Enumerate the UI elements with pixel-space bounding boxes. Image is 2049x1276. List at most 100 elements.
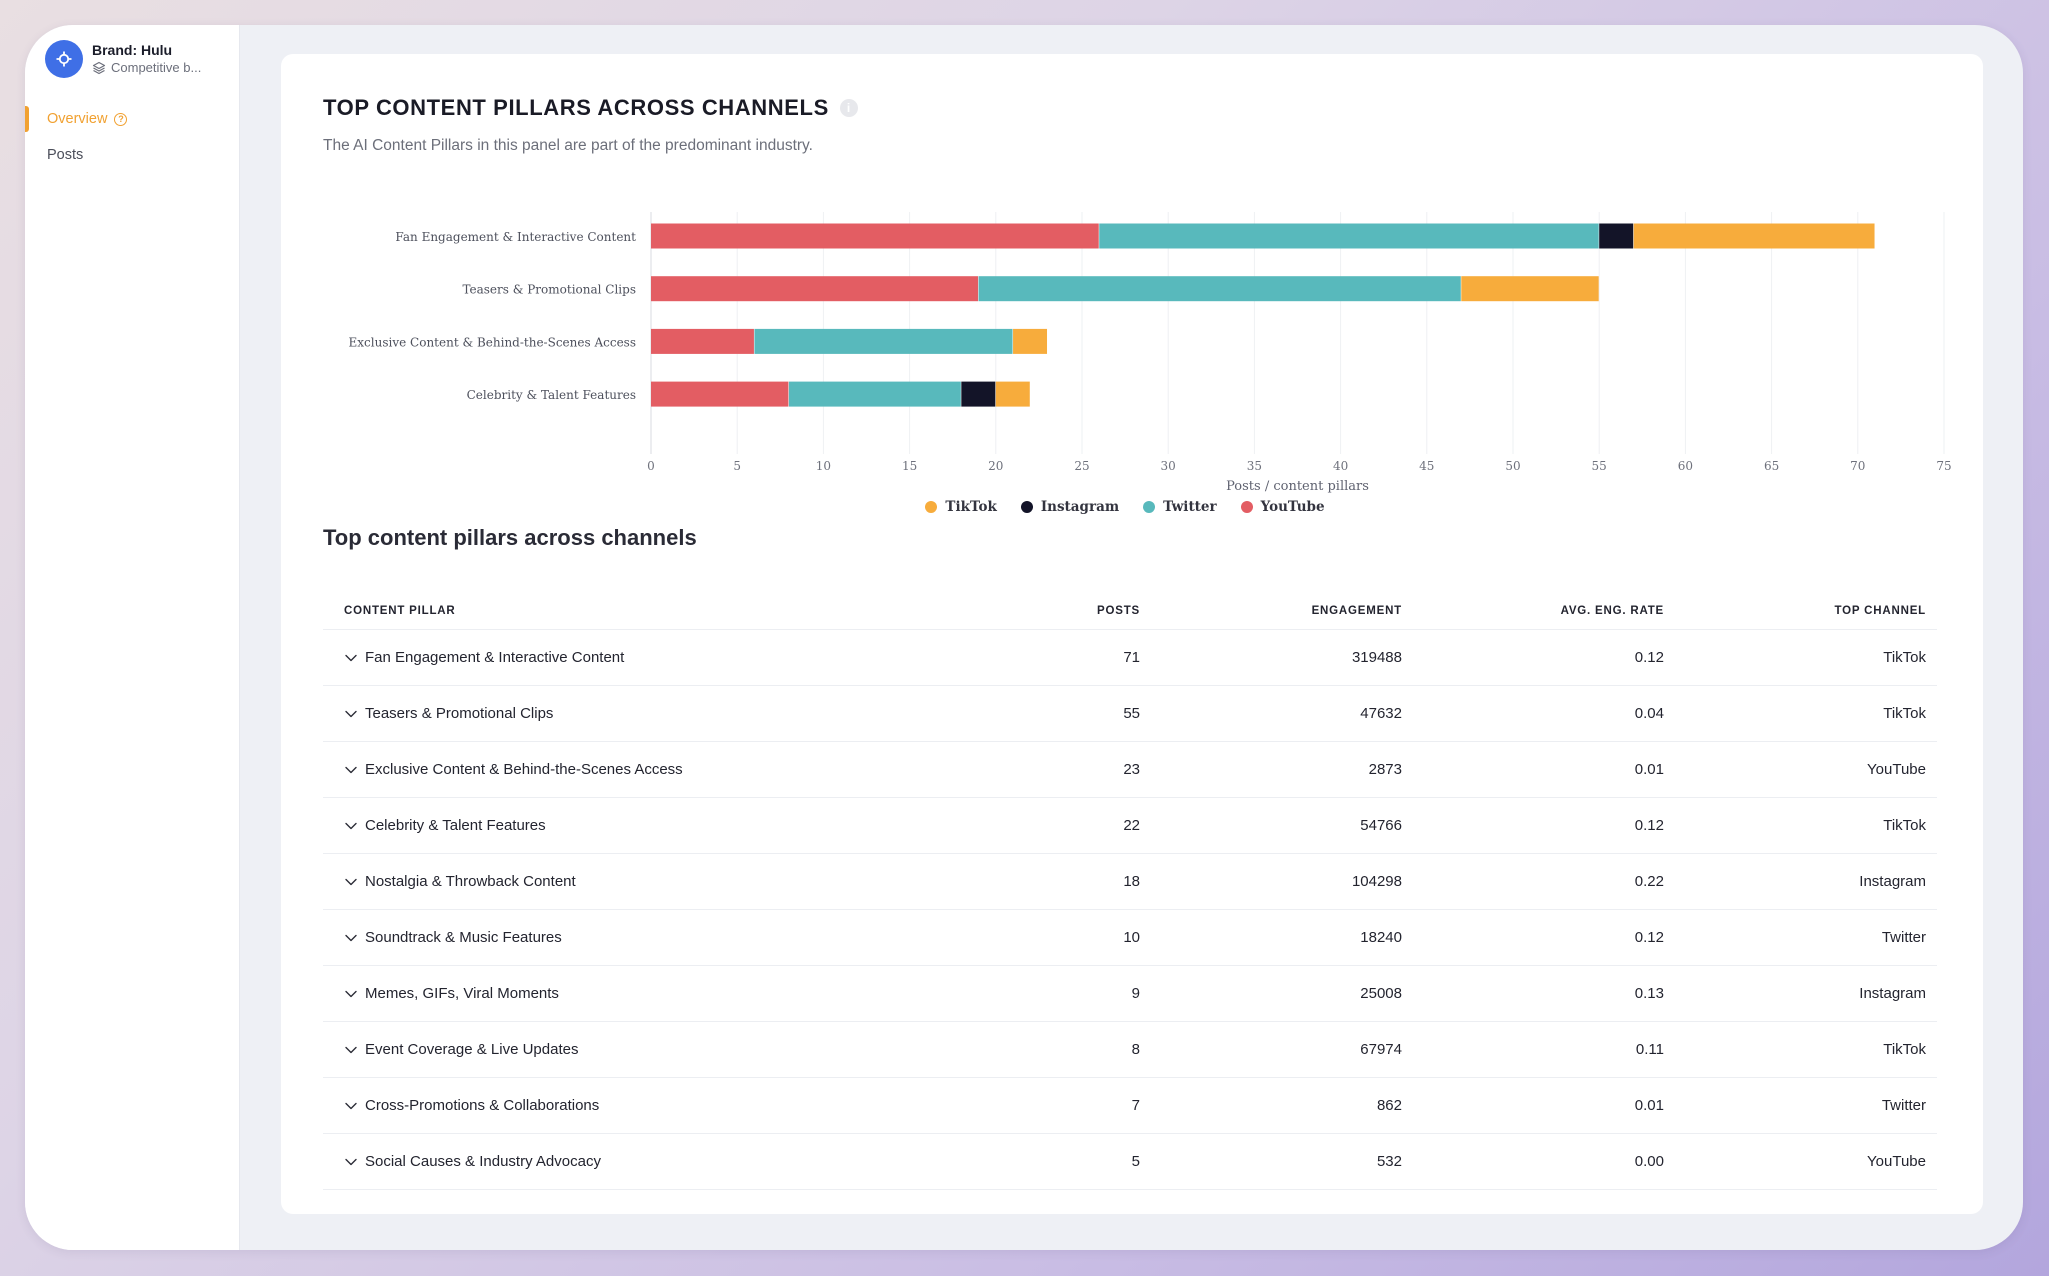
chevron-down-icon[interactable] xyxy=(344,819,358,833)
x-tick-label: 50 xyxy=(1505,459,1520,473)
active-indicator xyxy=(25,106,29,132)
chevron-down-icon[interactable] xyxy=(344,875,358,889)
brand-sub-label: Competitive b... xyxy=(111,60,202,75)
chart-legend: TikTok Instagram Twitter YouTube xyxy=(281,499,1983,515)
content-pillars-panel: TOP CONTENT PILLARS ACROSS CHANNELS i Th… xyxy=(281,54,1983,1214)
bar-segment-youtube[interactable] xyxy=(651,223,1099,249)
engagement-cell: 47632 xyxy=(1360,705,1402,722)
x-tick-label: 0 xyxy=(647,459,655,473)
chevron-down-icon[interactable] xyxy=(344,651,358,665)
brand-switcher[interactable]: Brand: Hulu Competitive b... xyxy=(45,40,201,78)
x-tick-label: 75 xyxy=(1936,459,1951,473)
channel-cell: YouTube xyxy=(1867,761,1926,778)
bar-segment-tiktok[interactable] xyxy=(1633,223,1875,249)
table-row[interactable]: Celebrity & Talent Features 22 54766 0.12 Ti… xyxy=(323,798,1937,854)
column-header-engagement[interactable]: ENGAGEMENT xyxy=(1311,605,1402,617)
table-row[interactable]: Social Causes & Industry Advocacy 5 532 0.0… xyxy=(323,1134,1937,1190)
column-header-posts[interactable]: POSTS xyxy=(1097,605,1140,617)
posts-cell: 71 xyxy=(1123,649,1140,666)
bar-segment-youtube[interactable] xyxy=(651,328,754,354)
bar-segment-instagram[interactable] xyxy=(961,381,996,407)
legend-label: Instagram xyxy=(1040,499,1120,515)
info-icon[interactable]: i xyxy=(839,99,858,117)
x-tick-label: 20 xyxy=(988,459,1003,473)
x-tick-label: 15 xyxy=(902,459,917,473)
brand-logo-icon xyxy=(45,40,83,78)
legend-dot xyxy=(1240,501,1253,513)
table-row[interactable]: Memes, GIFs, Viral Moments 9 25008 0.13 Inst… xyxy=(323,966,1937,1022)
engagement-cell: 18240 xyxy=(1360,929,1402,946)
table-row[interactable]: Soundtrack & Music Features 10 18240 0.12 Tw… xyxy=(323,910,1937,966)
bar-segment-youtube[interactable] xyxy=(651,381,789,407)
column-header-rate[interactable]: AVG. ENG. RATE xyxy=(1560,605,1664,617)
channel-cell: Twitter xyxy=(1881,1097,1926,1114)
table-row[interactable]: Cross-Promotions & Collaborations 7 862 0.0… xyxy=(323,1078,1937,1134)
table-row[interactable]: Nostalgia & Throwback Content 18 104298 0.2… xyxy=(323,854,1937,910)
sidebar-item-overview[interactable]: Overview ? xyxy=(25,106,128,132)
posts-cell: 22 xyxy=(1123,817,1140,834)
engagement-cell: 2873 xyxy=(1368,761,1402,778)
rate-cell: 0.12 xyxy=(1634,817,1664,834)
column-header-pillar[interactable]: CONTENT PILLAR xyxy=(344,605,456,617)
channel-cell: Instagram xyxy=(1859,873,1926,890)
pillar-cell: Social Causes & Industry Advocacy xyxy=(323,1153,1073,1170)
table-row[interactable]: Teasers & Promotional Clips 55 47632 0.04 Ti… xyxy=(323,686,1937,742)
channel-cell: Instagram xyxy=(1859,985,1926,1002)
bar-segment-twitter[interactable] xyxy=(978,276,1461,302)
x-axis-label: Posts / content pillars xyxy=(1226,479,1369,494)
pillar-name: Event Coverage & Live Updates xyxy=(365,1041,579,1058)
engagement-cell: 319488 xyxy=(1351,649,1402,666)
bar-segment-twitter[interactable] xyxy=(1099,223,1599,249)
table-row[interactable]: Exclusive Content & Behind-the-Scenes Ac… xyxy=(323,742,1937,798)
bar-segment-instagram[interactable] xyxy=(1599,223,1634,249)
help-icon[interactable]: ? xyxy=(114,112,128,126)
channel-cell: TikTok xyxy=(1883,817,1926,834)
bar-segment-twitter[interactable] xyxy=(754,328,1013,354)
legend-item-youtube[interactable]: YouTube xyxy=(1240,499,1325,515)
chevron-down-icon[interactable] xyxy=(344,1099,358,1113)
legend-dot xyxy=(1143,501,1156,513)
x-tick-label: 65 xyxy=(1764,459,1779,473)
sidebar: Brand: Hulu Competitive b... Overview ? … xyxy=(25,25,240,1250)
legend-item-instagram[interactable]: Instagram xyxy=(1020,499,1120,515)
table-row[interactable]: Event Coverage & Live Updates 8 67974 0.11 T… xyxy=(323,1022,1937,1078)
chevron-down-icon[interactable] xyxy=(344,1043,358,1057)
posts-cell: 5 xyxy=(1131,1153,1140,1170)
pillar-cell: Celebrity & Talent Features xyxy=(323,817,1073,834)
bar-segment-twitter[interactable] xyxy=(788,381,961,407)
pillar-name: Memes, GIFs, Viral Moments xyxy=(365,985,559,1002)
pillar-name: Fan Engagement & Interactive Content xyxy=(365,649,625,666)
legend-item-twitter[interactable]: Twitter xyxy=(1143,499,1217,515)
legend-item-tiktok[interactable]: TikTok xyxy=(925,499,997,515)
table-title: Top content pillars across channels xyxy=(323,525,697,550)
engagement-cell: 25008 xyxy=(1360,985,1402,1002)
chevron-down-icon[interactable] xyxy=(344,931,358,945)
x-tick-label: 30 xyxy=(1161,459,1176,473)
x-tick-label: 55 xyxy=(1592,459,1607,473)
rate-cell: 0.12 xyxy=(1634,649,1664,666)
rate-cell: 0.00 xyxy=(1634,1153,1664,1170)
chevron-down-icon[interactable] xyxy=(344,763,358,777)
bar-segment-tiktok[interactable] xyxy=(1461,276,1599,302)
column-header-channel[interactable]: TOP CHANNEL xyxy=(1834,605,1926,617)
table-row[interactable]: Fan Engagement & Interactive Content 71 31… xyxy=(323,630,1937,686)
bar-segment-tiktok[interactable] xyxy=(995,381,1030,407)
chevron-down-icon[interactable] xyxy=(344,707,358,721)
sidebar-item-posts[interactable]: Posts xyxy=(25,142,83,168)
y-category-label: Exclusive Content & Behind-the-Scenes Ac… xyxy=(349,335,636,349)
engagement-cell: 54766 xyxy=(1360,817,1402,834)
pillar-name: Social Causes & Industry Advocacy xyxy=(365,1153,601,1170)
bar-segment-tiktok[interactable] xyxy=(1013,328,1048,354)
x-tick-label: 40 xyxy=(1333,459,1348,473)
chevron-down-icon[interactable] xyxy=(344,987,358,1001)
posts-cell: 18 xyxy=(1123,873,1140,890)
pillar-cell: Nostalgia & Throwback Content xyxy=(323,873,1073,890)
posts-cell: 7 xyxy=(1131,1097,1140,1114)
y-category-label: Teasers & Promotional Clips xyxy=(462,283,636,297)
bar-segment-youtube[interactable] xyxy=(651,276,979,302)
rate-cell: 0.01 xyxy=(1634,761,1664,778)
x-tick-label: 70 xyxy=(1850,459,1865,473)
pillar-cell: Fan Engagement & Interactive Content xyxy=(323,649,1073,666)
pillar-cell: Soundtrack & Music Features xyxy=(323,929,1073,946)
chevron-down-icon[interactable] xyxy=(344,1155,358,1169)
